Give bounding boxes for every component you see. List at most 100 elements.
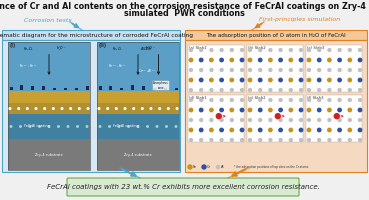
Text: $Fe^{2+}, Fe^{3+}$: $Fe^{2+}, Fe^{3+}$	[19, 63, 38, 70]
Text: Zry-4 substrate: Zry-4 substrate	[124, 153, 152, 157]
Circle shape	[307, 69, 310, 71]
Circle shape	[307, 58, 311, 62]
Circle shape	[230, 78, 234, 82]
Circle shape	[328, 108, 331, 112]
Circle shape	[210, 99, 213, 101]
Circle shape	[318, 69, 321, 71]
Circle shape	[279, 58, 282, 62]
Circle shape	[348, 89, 351, 91]
Circle shape	[230, 108, 234, 112]
Circle shape	[338, 128, 341, 132]
Circle shape	[200, 99, 203, 101]
Bar	[131, 85, 134, 90]
Circle shape	[35, 108, 37, 109]
Text: $Fe_2O_3$: $Fe_2O_3$	[112, 45, 123, 53]
Circle shape	[259, 108, 262, 112]
Circle shape	[289, 58, 293, 62]
Circle shape	[300, 119, 303, 121]
Circle shape	[259, 69, 262, 71]
Circle shape	[249, 99, 251, 101]
Circle shape	[328, 119, 331, 121]
Circle shape	[210, 139, 213, 141]
Circle shape	[289, 49, 292, 51]
Circle shape	[230, 128, 234, 132]
Circle shape	[359, 139, 362, 141]
Text: Schematic diagram for the microstructure of corroded FeCrAl coating: Schematic diagram for the microstructure…	[0, 32, 193, 38]
Circle shape	[188, 165, 192, 169]
Circle shape	[216, 114, 221, 119]
Circle shape	[299, 58, 303, 62]
Bar	[86, 86, 89, 90]
Circle shape	[147, 126, 148, 127]
Circle shape	[230, 89, 233, 91]
Circle shape	[279, 128, 282, 132]
Circle shape	[190, 139, 193, 141]
Bar	[185, 40, 367, 172]
Text: Al: Al	[221, 165, 224, 169]
Bar	[8, 42, 90, 170]
Circle shape	[338, 89, 341, 91]
Circle shape	[249, 89, 251, 91]
Circle shape	[220, 49, 223, 51]
Circle shape	[348, 119, 351, 121]
Circle shape	[210, 119, 213, 121]
Circle shape	[107, 108, 108, 109]
Text: (I): (I)	[10, 43, 16, 48]
Circle shape	[318, 89, 321, 91]
Circle shape	[307, 49, 310, 51]
Circle shape	[358, 78, 362, 82]
Bar	[8, 42, 90, 91]
Circle shape	[269, 99, 272, 101]
Circle shape	[109, 126, 110, 127]
Bar	[97, 42, 179, 170]
Circle shape	[175, 126, 177, 127]
Text: simulated  PWR conditions: simulated PWR conditions	[124, 8, 245, 18]
Text: $AlOOH$: $AlOOH$	[140, 45, 153, 52]
Circle shape	[220, 58, 223, 62]
Circle shape	[318, 49, 321, 51]
Circle shape	[210, 49, 213, 51]
Circle shape	[279, 99, 282, 101]
Circle shape	[70, 108, 72, 109]
Bar	[120, 88, 123, 90]
Bar	[97, 103, 179, 114]
Circle shape	[328, 78, 331, 82]
Circle shape	[210, 58, 213, 62]
Circle shape	[338, 139, 341, 141]
Text: $H_2O^+$: $H_2O^+$	[56, 45, 67, 53]
Bar	[306, 95, 362, 142]
Circle shape	[300, 139, 303, 141]
Text: (c) Slab3: (c) Slab3	[307, 46, 324, 50]
Circle shape	[230, 58, 234, 62]
Circle shape	[348, 49, 351, 51]
Circle shape	[259, 58, 262, 62]
Text: FeCrAl coatings with 23 wt.% Cr exhibits more excellent corrosion resistance.: FeCrAl coatings with 23 wt.% Cr exhibits…	[46, 184, 320, 190]
Circle shape	[189, 78, 193, 82]
Circle shape	[307, 89, 310, 91]
Circle shape	[248, 58, 252, 62]
Circle shape	[79, 108, 80, 109]
Bar	[8, 114, 90, 139]
Circle shape	[269, 58, 272, 62]
Circle shape	[241, 49, 244, 51]
Circle shape	[220, 78, 223, 82]
Text: $Fe^{2+}, Fe^{3+}$: $Fe^{2+}, Fe^{3+}$	[108, 63, 127, 70]
Circle shape	[300, 89, 303, 91]
Circle shape	[230, 99, 233, 101]
Circle shape	[328, 139, 331, 141]
Circle shape	[348, 78, 352, 82]
Circle shape	[348, 99, 351, 101]
Circle shape	[52, 108, 54, 109]
Circle shape	[190, 69, 193, 71]
Circle shape	[307, 99, 310, 101]
Circle shape	[249, 49, 251, 51]
Circle shape	[269, 128, 272, 132]
Circle shape	[67, 126, 69, 127]
Circle shape	[86, 126, 88, 127]
Circle shape	[328, 69, 331, 71]
Circle shape	[299, 108, 303, 112]
Circle shape	[190, 89, 193, 91]
Circle shape	[39, 126, 40, 127]
Text: $Fe_2O_3$: $Fe_2O_3$	[23, 45, 34, 53]
Circle shape	[210, 128, 213, 132]
